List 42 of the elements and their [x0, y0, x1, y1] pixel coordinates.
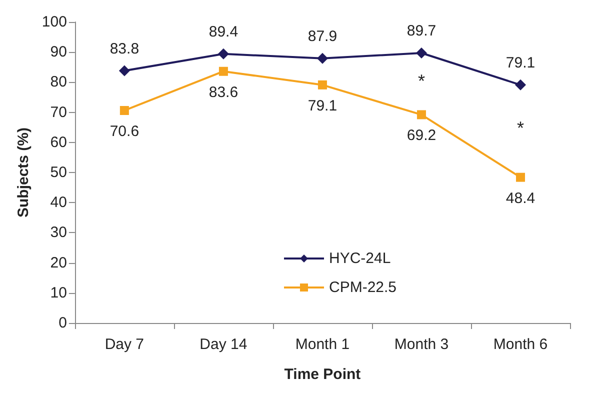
y-tick-label: 50 [50, 164, 67, 181]
x-tick-label: Month 1 [295, 336, 350, 353]
y-axis-title: Subjects (%) [15, 127, 32, 218]
point [120, 106, 129, 115]
x-tick-label: Month 6 [493, 336, 548, 353]
legend-label: HYC-24L [329, 250, 391, 267]
y-tick-label: 20 [50, 254, 67, 272]
point [416, 48, 427, 59]
point [118, 65, 130, 76]
y-tick-label: 90 [50, 44, 67, 61]
point [316, 52, 328, 64]
y-tick-label: 0 [58, 314, 67, 332]
data-label: 70.6 [110, 122, 140, 140]
point [516, 172, 525, 182]
y-tick-label: 60 [50, 134, 67, 151]
data-label: 79.1 [506, 54, 536, 72]
y-tick-label: 70 [50, 104, 67, 121]
x-tick-label: Day 7 [104, 336, 144, 353]
data-label: 79.1 [308, 97, 338, 114]
annotation: * [516, 118, 524, 138]
y-tick-label: 40 [50, 194, 67, 212]
x-tick-label: Month 3 [394, 336, 449, 353]
data-label: 69.2 [406, 127, 436, 144]
point [318, 80, 327, 90]
data-label: 48.4 [506, 190, 536, 207]
y-tick-label: 10 [50, 284, 67, 302]
point [514, 79, 526, 90]
point [218, 66, 228, 76]
x-axis-title: Time Point [284, 366, 361, 383]
point [416, 110, 426, 120]
data-label: 89.7 [406, 22, 436, 40]
data-label: 89.4 [208, 23, 238, 40]
data-label: 83.6 [208, 84, 238, 101]
data-label: 87.9 [308, 28, 338, 45]
y-tick-label: 80 [50, 74, 67, 91]
point [218, 48, 229, 60]
annotation: * [418, 70, 425, 91]
legend-label: CPM-22.5 [329, 279, 397, 296]
data-label: 83.8 [110, 40, 140, 58]
y-tick-label: 30 [50, 224, 67, 242]
x-tick-label: Day 14 [200, 336, 248, 353]
y-tick-label: 100 [42, 14, 67, 30]
